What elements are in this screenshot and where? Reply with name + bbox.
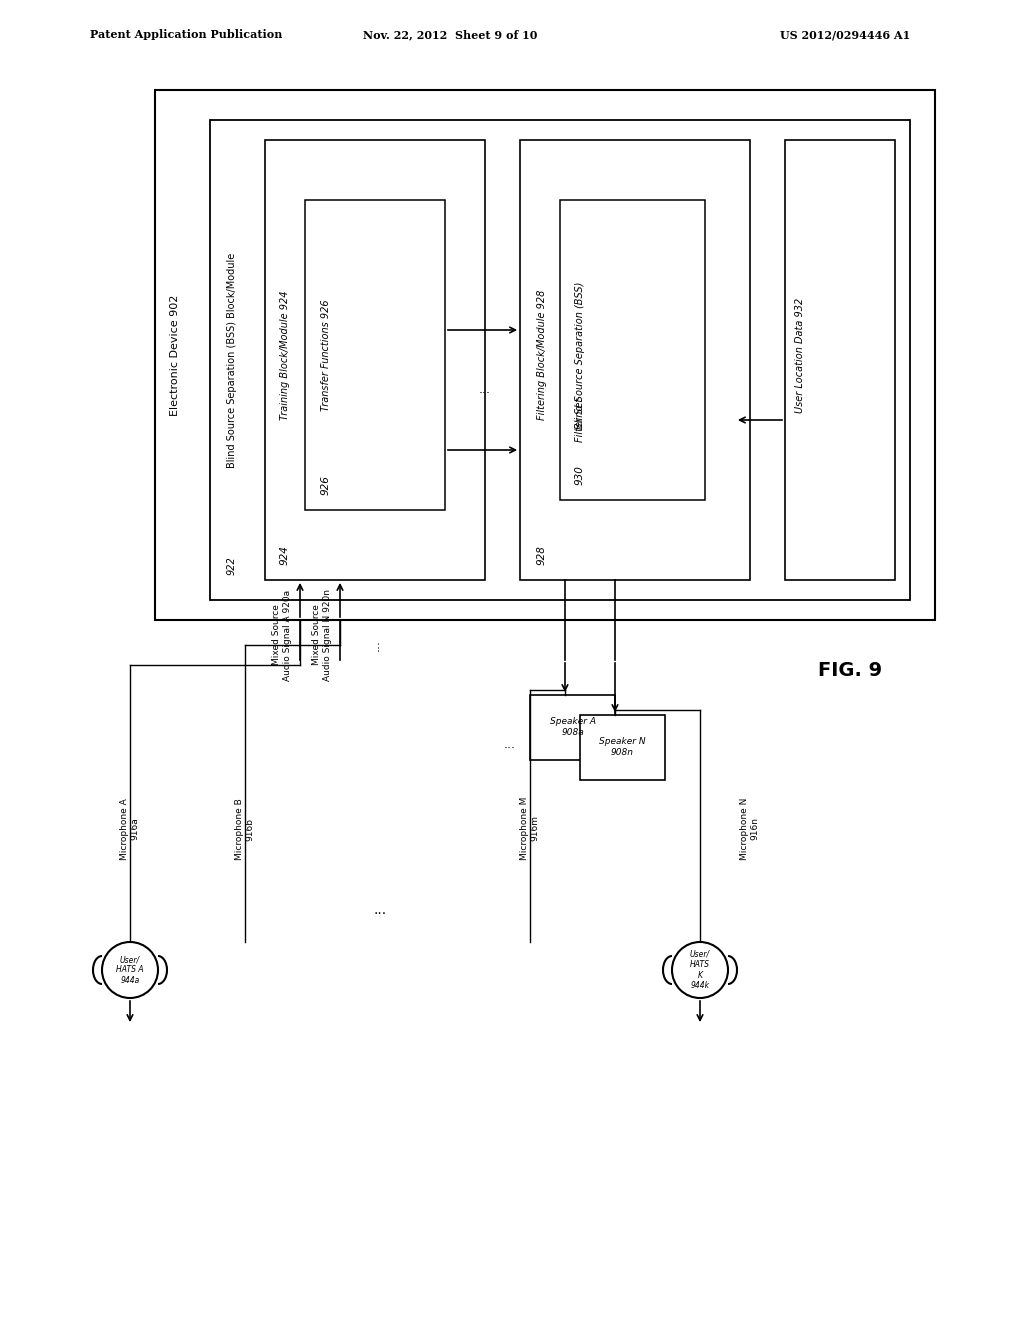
Text: User/
HATS A
944a: User/ HATS A 944a — [116, 956, 143, 985]
FancyBboxPatch shape — [560, 201, 705, 500]
Text: Speaker N
908n: Speaker N 908n — [599, 738, 646, 756]
FancyBboxPatch shape — [155, 90, 935, 620]
Text: Microphone M
916m: Microphone M 916m — [520, 797, 540, 861]
Text: User Location Data 932: User Location Data 932 — [795, 297, 805, 413]
Text: Microphone A
916a: Microphone A 916a — [120, 799, 139, 861]
Text: 930: 930 — [575, 465, 585, 484]
Text: Mixed Source
Audio Signal A 920a: Mixed Source Audio Signal A 920a — [272, 590, 292, 681]
Text: Speaker A
908a: Speaker A 908a — [550, 717, 596, 737]
FancyBboxPatch shape — [785, 140, 895, 579]
Text: Mixed Source
Audio Signal N 920n: Mixed Source Audio Signal N 920n — [312, 589, 332, 681]
Circle shape — [672, 942, 728, 998]
Text: ...: ... — [504, 738, 516, 751]
Text: 922: 922 — [227, 556, 237, 576]
Text: Filtering Block/Module 928: Filtering Block/Module 928 — [537, 290, 547, 420]
FancyBboxPatch shape — [520, 140, 750, 579]
Text: User/
HATS
K
944k: User/ HATS K 944k — [690, 950, 710, 990]
Text: Microphone N
916n: Microphone N 916n — [740, 797, 760, 861]
FancyBboxPatch shape — [580, 715, 665, 780]
FancyBboxPatch shape — [210, 120, 910, 601]
Text: ...: ... — [369, 639, 382, 651]
Text: Microphone B
916b: Microphone B 916b — [236, 799, 255, 861]
Text: Nov. 22, 2012  Sheet 9 of 10: Nov. 22, 2012 Sheet 9 of 10 — [362, 29, 538, 41]
FancyBboxPatch shape — [305, 201, 445, 510]
Text: Training Block/Module 924: Training Block/Module 924 — [280, 290, 290, 420]
Text: Transfer Functions 926: Transfer Functions 926 — [321, 300, 331, 411]
Text: FIG. 9: FIG. 9 — [818, 660, 882, 680]
Circle shape — [102, 942, 158, 998]
Text: Blind Source Separation (BSS) Block/Module: Blind Source Separation (BSS) Block/Modu… — [227, 252, 237, 467]
Text: 926: 926 — [321, 475, 331, 495]
Text: ...: ... — [374, 903, 387, 917]
Text: Filter Set: Filter Set — [575, 397, 585, 442]
Text: 928: 928 — [537, 545, 547, 565]
Text: Blind Source Separation (BSS): Blind Source Separation (BSS) — [575, 281, 585, 429]
Text: US 2012/0294446 A1: US 2012/0294446 A1 — [779, 29, 910, 41]
FancyBboxPatch shape — [265, 140, 485, 579]
Text: ...: ... — [479, 384, 490, 396]
Text: 924: 924 — [280, 545, 290, 565]
Text: Patent Application Publication: Patent Application Publication — [90, 29, 283, 41]
Text: Electronic Device 902: Electronic Device 902 — [170, 294, 180, 416]
FancyBboxPatch shape — [530, 696, 615, 760]
